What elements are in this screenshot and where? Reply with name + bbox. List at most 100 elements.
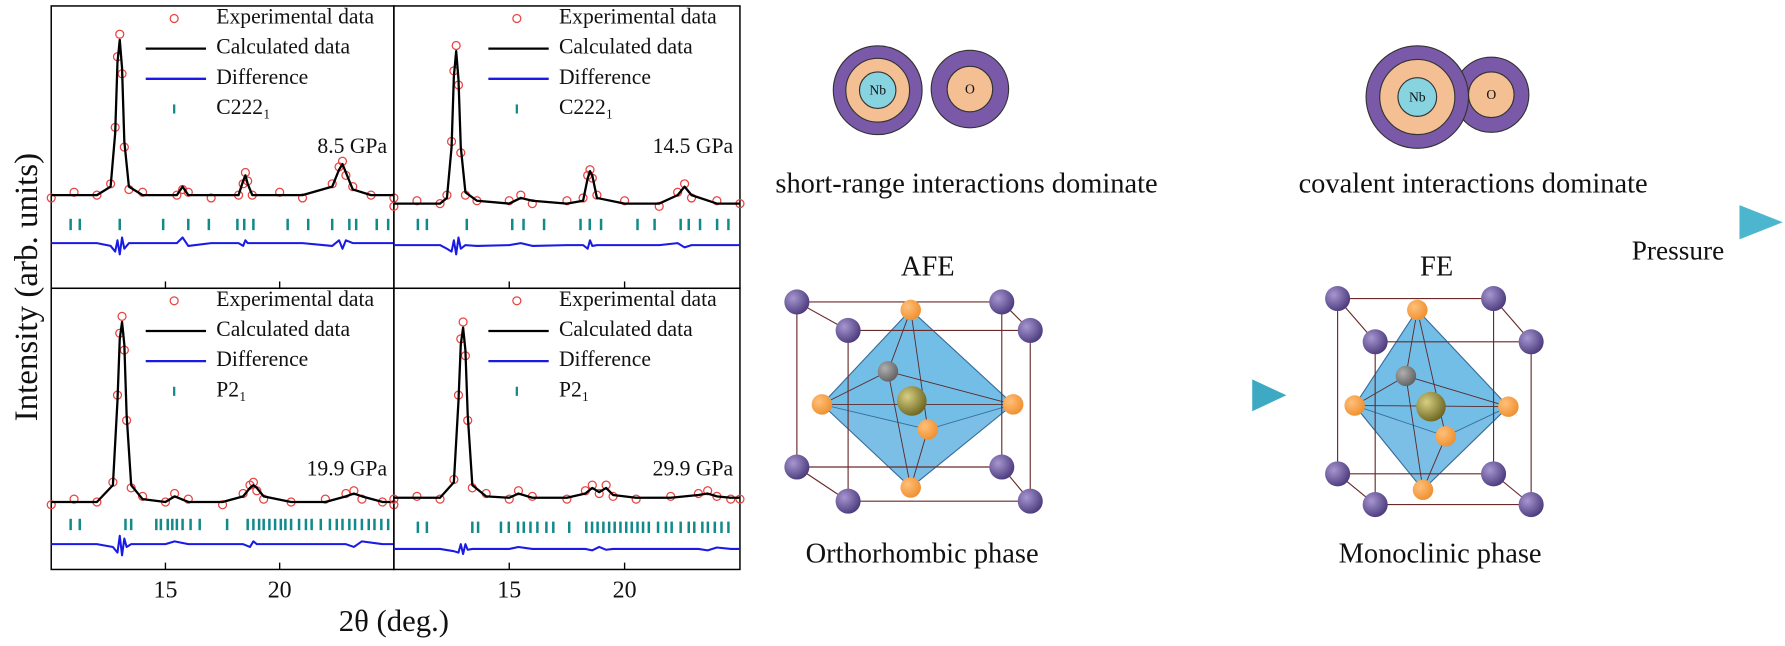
atom-a (1518, 492, 1544, 518)
series-line (393, 49, 740, 205)
atom-a (1325, 286, 1351, 312)
atom-label: Nb (1409, 89, 1426, 104)
octahedron-edge (887, 371, 912, 488)
xrd-panels: Experimental data Calculated data Differen… (46, 4, 745, 604)
legend-marker (169, 13, 179, 24)
octahedron-edge (887, 309, 912, 372)
legend-marker (512, 13, 522, 24)
pressure-annotation: 19.9 GPa (307, 456, 388, 480)
atom-o (811, 394, 833, 415)
phase-state: AFE (901, 251, 955, 282)
atom-a (989, 289, 1015, 315)
data-point (389, 494, 399, 504)
legend-label: P2₁ (216, 377, 246, 401)
x-tick-label: 15 (497, 578, 521, 604)
regime-label: covalent interactions dominate (1299, 168, 1648, 199)
data-point (115, 29, 125, 39)
atom-o (1002, 394, 1024, 415)
pressure-annotation: 14.5 GPa (653, 134, 734, 158)
data-point (594, 488, 604, 499)
data-point (458, 317, 468, 327)
atom-a (1362, 329, 1388, 355)
phase-name: Orthorhombic phase (806, 538, 1039, 569)
atom-label: O (965, 81, 975, 96)
x-axis-label: 2θ (deg.) (339, 604, 449, 638)
atom-a (1017, 488, 1043, 514)
data-point (412, 491, 422, 501)
data-point (451, 40, 461, 51)
legend-label: C222₁ (559, 95, 613, 119)
series-line (51, 38, 394, 197)
octahedron-edge (1405, 375, 1424, 490)
atom-core (1467, 71, 1515, 119)
data-point (69, 494, 79, 504)
legend-marker (169, 296, 179, 306)
transition-arrow-head (1252, 379, 1287, 412)
atom-o (917, 419, 939, 440)
panel-frame (393, 287, 741, 571)
octahedron-edge (1405, 309, 1418, 377)
data-point (389, 201, 399, 212)
legend-label: Experimental data (559, 4, 717, 28)
legend-label: Calculated data (559, 317, 693, 341)
data-point (631, 494, 641, 504)
data-point (412, 196, 422, 206)
data-point (592, 190, 602, 200)
data-point (46, 500, 56, 510)
atom-o (1344, 395, 1365, 416)
series-line (51, 320, 394, 504)
data-point (578, 193, 588, 203)
x-tick-label: 15 (154, 578, 178, 604)
atom-a (1017, 317, 1043, 343)
data-point (183, 187, 193, 197)
atom-a (1362, 492, 1388, 518)
atom-o (1498, 396, 1519, 417)
atom-a (989, 454, 1015, 480)
atom-a (835, 488, 861, 514)
atom-o (1435, 426, 1457, 447)
data-point (46, 193, 56, 203)
atom-label: O (1486, 87, 1496, 102)
atom-nucleus (1397, 77, 1438, 117)
legend-marker (512, 296, 522, 306)
legend-label: Experimental data (559, 287, 717, 311)
atom-label: Nb (869, 82, 886, 97)
octahedron-edge (821, 370, 889, 405)
legend-label: Calculated data (559, 35, 693, 59)
phase-name: Monoclinic phase (1339, 538, 1542, 569)
data-point (619, 196, 630, 206)
data-point (117, 311, 127, 322)
atom-o (1412, 479, 1434, 501)
atom-nb (897, 386, 927, 416)
regime-label: short-range interactions dominate (775, 168, 1157, 199)
atom-o (900, 299, 921, 321)
x-tick-label: 20 (268, 578, 292, 604)
legend-label: Calculated data (216, 317, 350, 341)
data-point (504, 494, 514, 504)
pressure-annotation: 8.5 GPa (317, 134, 387, 158)
crystal-structures (784, 286, 1544, 518)
data-point (735, 494, 745, 504)
legend-label: Experimental data (216, 287, 374, 311)
data-point (275, 187, 285, 197)
atom-core (946, 65, 994, 113)
data-point (435, 494, 445, 504)
octahedron-edge (1405, 375, 1509, 408)
legend-label: Calculated data (216, 35, 350, 59)
atom-o (900, 477, 921, 498)
atom-a (1481, 461, 1507, 487)
series-line (51, 534, 394, 557)
atom-a (1518, 329, 1544, 355)
data-point (320, 494, 330, 504)
atom-a (784, 454, 810, 480)
data-point (137, 491, 148, 501)
legend-label: Difference (559, 347, 651, 371)
data-point (726, 494, 736, 504)
atom-a (835, 317, 861, 343)
y-axis-label: Intensity (arb. units) (9, 153, 45, 422)
data-point (562, 494, 572, 504)
legend-label: P2₁ (559, 377, 589, 401)
data-point (69, 187, 79, 197)
series-line (393, 543, 740, 556)
